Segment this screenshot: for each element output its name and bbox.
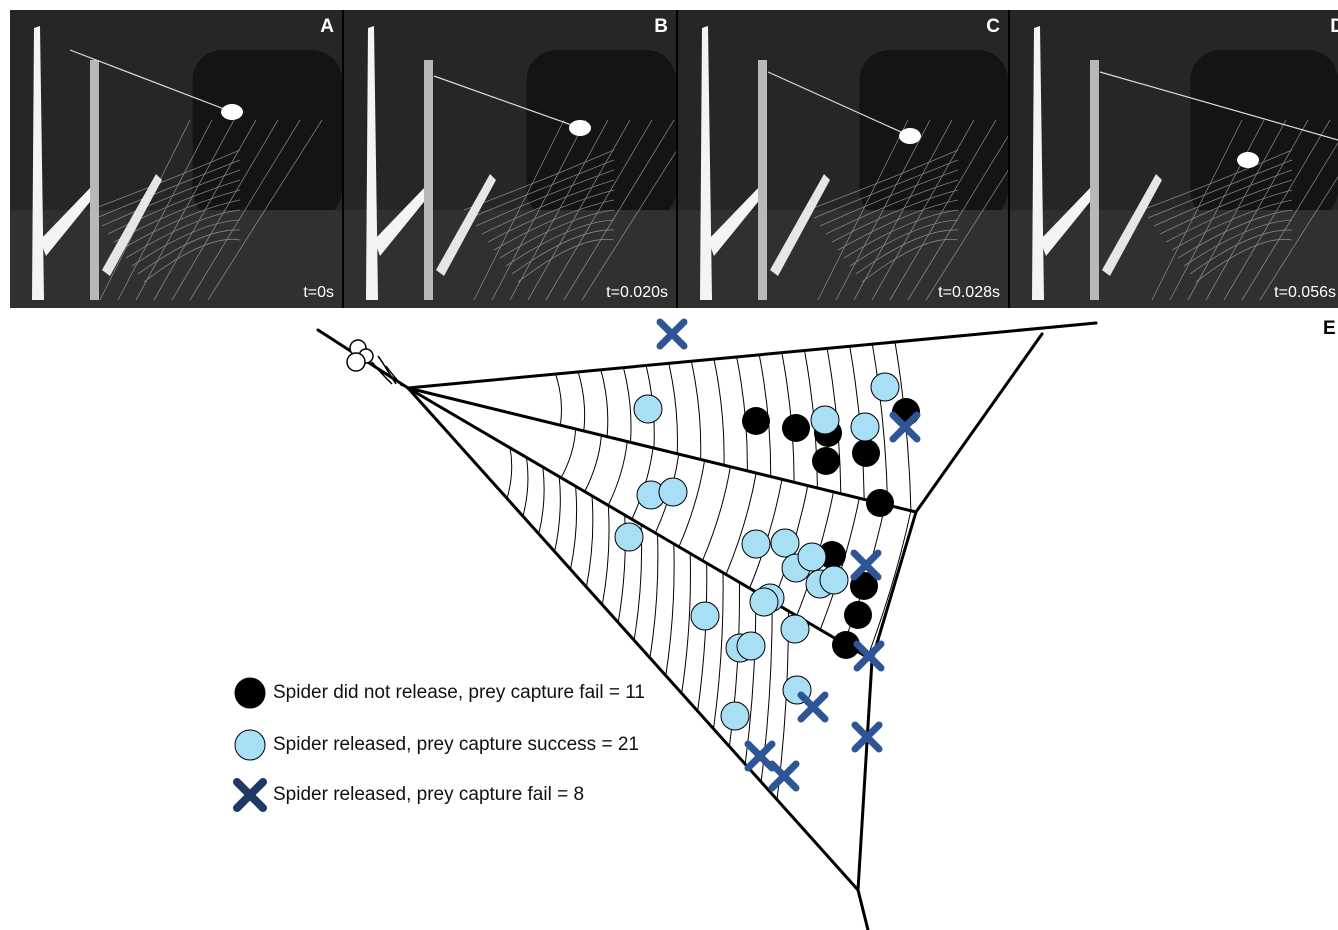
panel-letter-e: E: [1323, 318, 1336, 339]
release-fail-marker: [889, 411, 921, 443]
legend-item-no-release-fail: Spider did not release, prey capture fai…: [232, 676, 712, 710]
no-release-fail-marker: [812, 447, 840, 475]
legend-label: Spider released, prey capture fail = 8: [273, 784, 585, 805]
radial-thread-1: [406, 386, 918, 514]
release-fail-marker: [853, 640, 885, 672]
photo-panel-c-scene: [678, 10, 1008, 308]
no-release-fail-marker: [850, 572, 878, 600]
photo-panel-a: A t=0s: [10, 10, 342, 308]
left-frame-thread: [406, 386, 860, 892]
photo-panel-b-scene: [344, 10, 676, 308]
release-success-marker: [741, 529, 771, 559]
panel-letter-c: C: [986, 16, 1000, 37]
photo-strip: A t=0s B t=0.020s C t=0.028s D t=0.056s: [10, 10, 1338, 308]
release-success-marker: [850, 412, 880, 442]
release-success-marker: [870, 372, 900, 402]
web-frame: [316, 321, 1098, 930]
release-fail-marker: [851, 721, 883, 753]
release-fail-marker: [656, 318, 688, 350]
release-fail-marker: [744, 740, 776, 772]
release-fail-marker: [797, 691, 829, 723]
panel-time-c: t=0.028s: [938, 284, 1000, 301]
release-success-marker: [749, 587, 779, 617]
release-success-marker: [770, 528, 800, 558]
capture-markers: [614, 318, 921, 792]
panel-letter-d: D: [1330, 16, 1338, 37]
release-success-marker: [819, 565, 849, 595]
release-fail-marker: [768, 760, 800, 792]
panel-time-a: t=0s: [303, 284, 334, 301]
photo-panel-c: C t=0.028s: [678, 10, 1008, 308]
light-blue-circle-icon: [234, 729, 266, 761]
panel-time-b: t=0.020s: [606, 284, 668, 301]
bottom-anchor-thread: [856, 888, 870, 930]
photo-panel-d-scene: [1010, 10, 1338, 308]
release-success-marker: [780, 614, 810, 644]
release-success-marker: [797, 542, 827, 572]
legend-item-release-success: Spider released, prey capture success = …: [232, 728, 712, 762]
right-frame-thread: [914, 332, 1044, 514]
no-release-fail-marker: [832, 631, 860, 659]
release-success-marker: [736, 631, 766, 661]
legend-item-release-fail: Spider released, prey capture fail = 8: [232, 778, 712, 812]
no-release-fail-marker: [844, 601, 872, 629]
top-frame-thread: [406, 321, 1098, 390]
panel-letter-a: A: [320, 16, 334, 37]
release-success-marker: [720, 701, 750, 731]
bottom-frame-thread: [856, 658, 874, 892]
release-success-marker: [658, 477, 688, 507]
release-fail-marker: [850, 549, 882, 581]
release-success-marker: [614, 522, 644, 552]
no-release-fail-marker: [866, 489, 894, 517]
no-release-fail-marker: [852, 439, 880, 467]
release-success-marker: [690, 601, 720, 631]
web-diagram: [316, 318, 1098, 930]
panel-letter-b: B: [654, 16, 668, 37]
release-success-marker: [633, 394, 663, 424]
legend-label: Spider did not release, prey capture fai…: [273, 682, 645, 703]
photo-panel-b: B t=0.020s: [344, 10, 676, 308]
no-release-fail-marker: [742, 407, 770, 435]
lower-right-frame-thread: [870, 510, 918, 662]
photo-panel-d: D t=0.056s: [1010, 10, 1338, 308]
release-success-marker: [810, 405, 840, 435]
spider-icon: [346, 339, 403, 387]
panel-time-d: t=0.056s: [1274, 284, 1336, 301]
photo-panel-a-scene: [10, 10, 342, 308]
legend-label: Spider released, prey capture success = …: [273, 734, 639, 755]
black-circle-icon: [234, 677, 266, 709]
no-release-fail-marker: [782, 414, 810, 442]
blue-cross-icon: [233, 778, 267, 812]
